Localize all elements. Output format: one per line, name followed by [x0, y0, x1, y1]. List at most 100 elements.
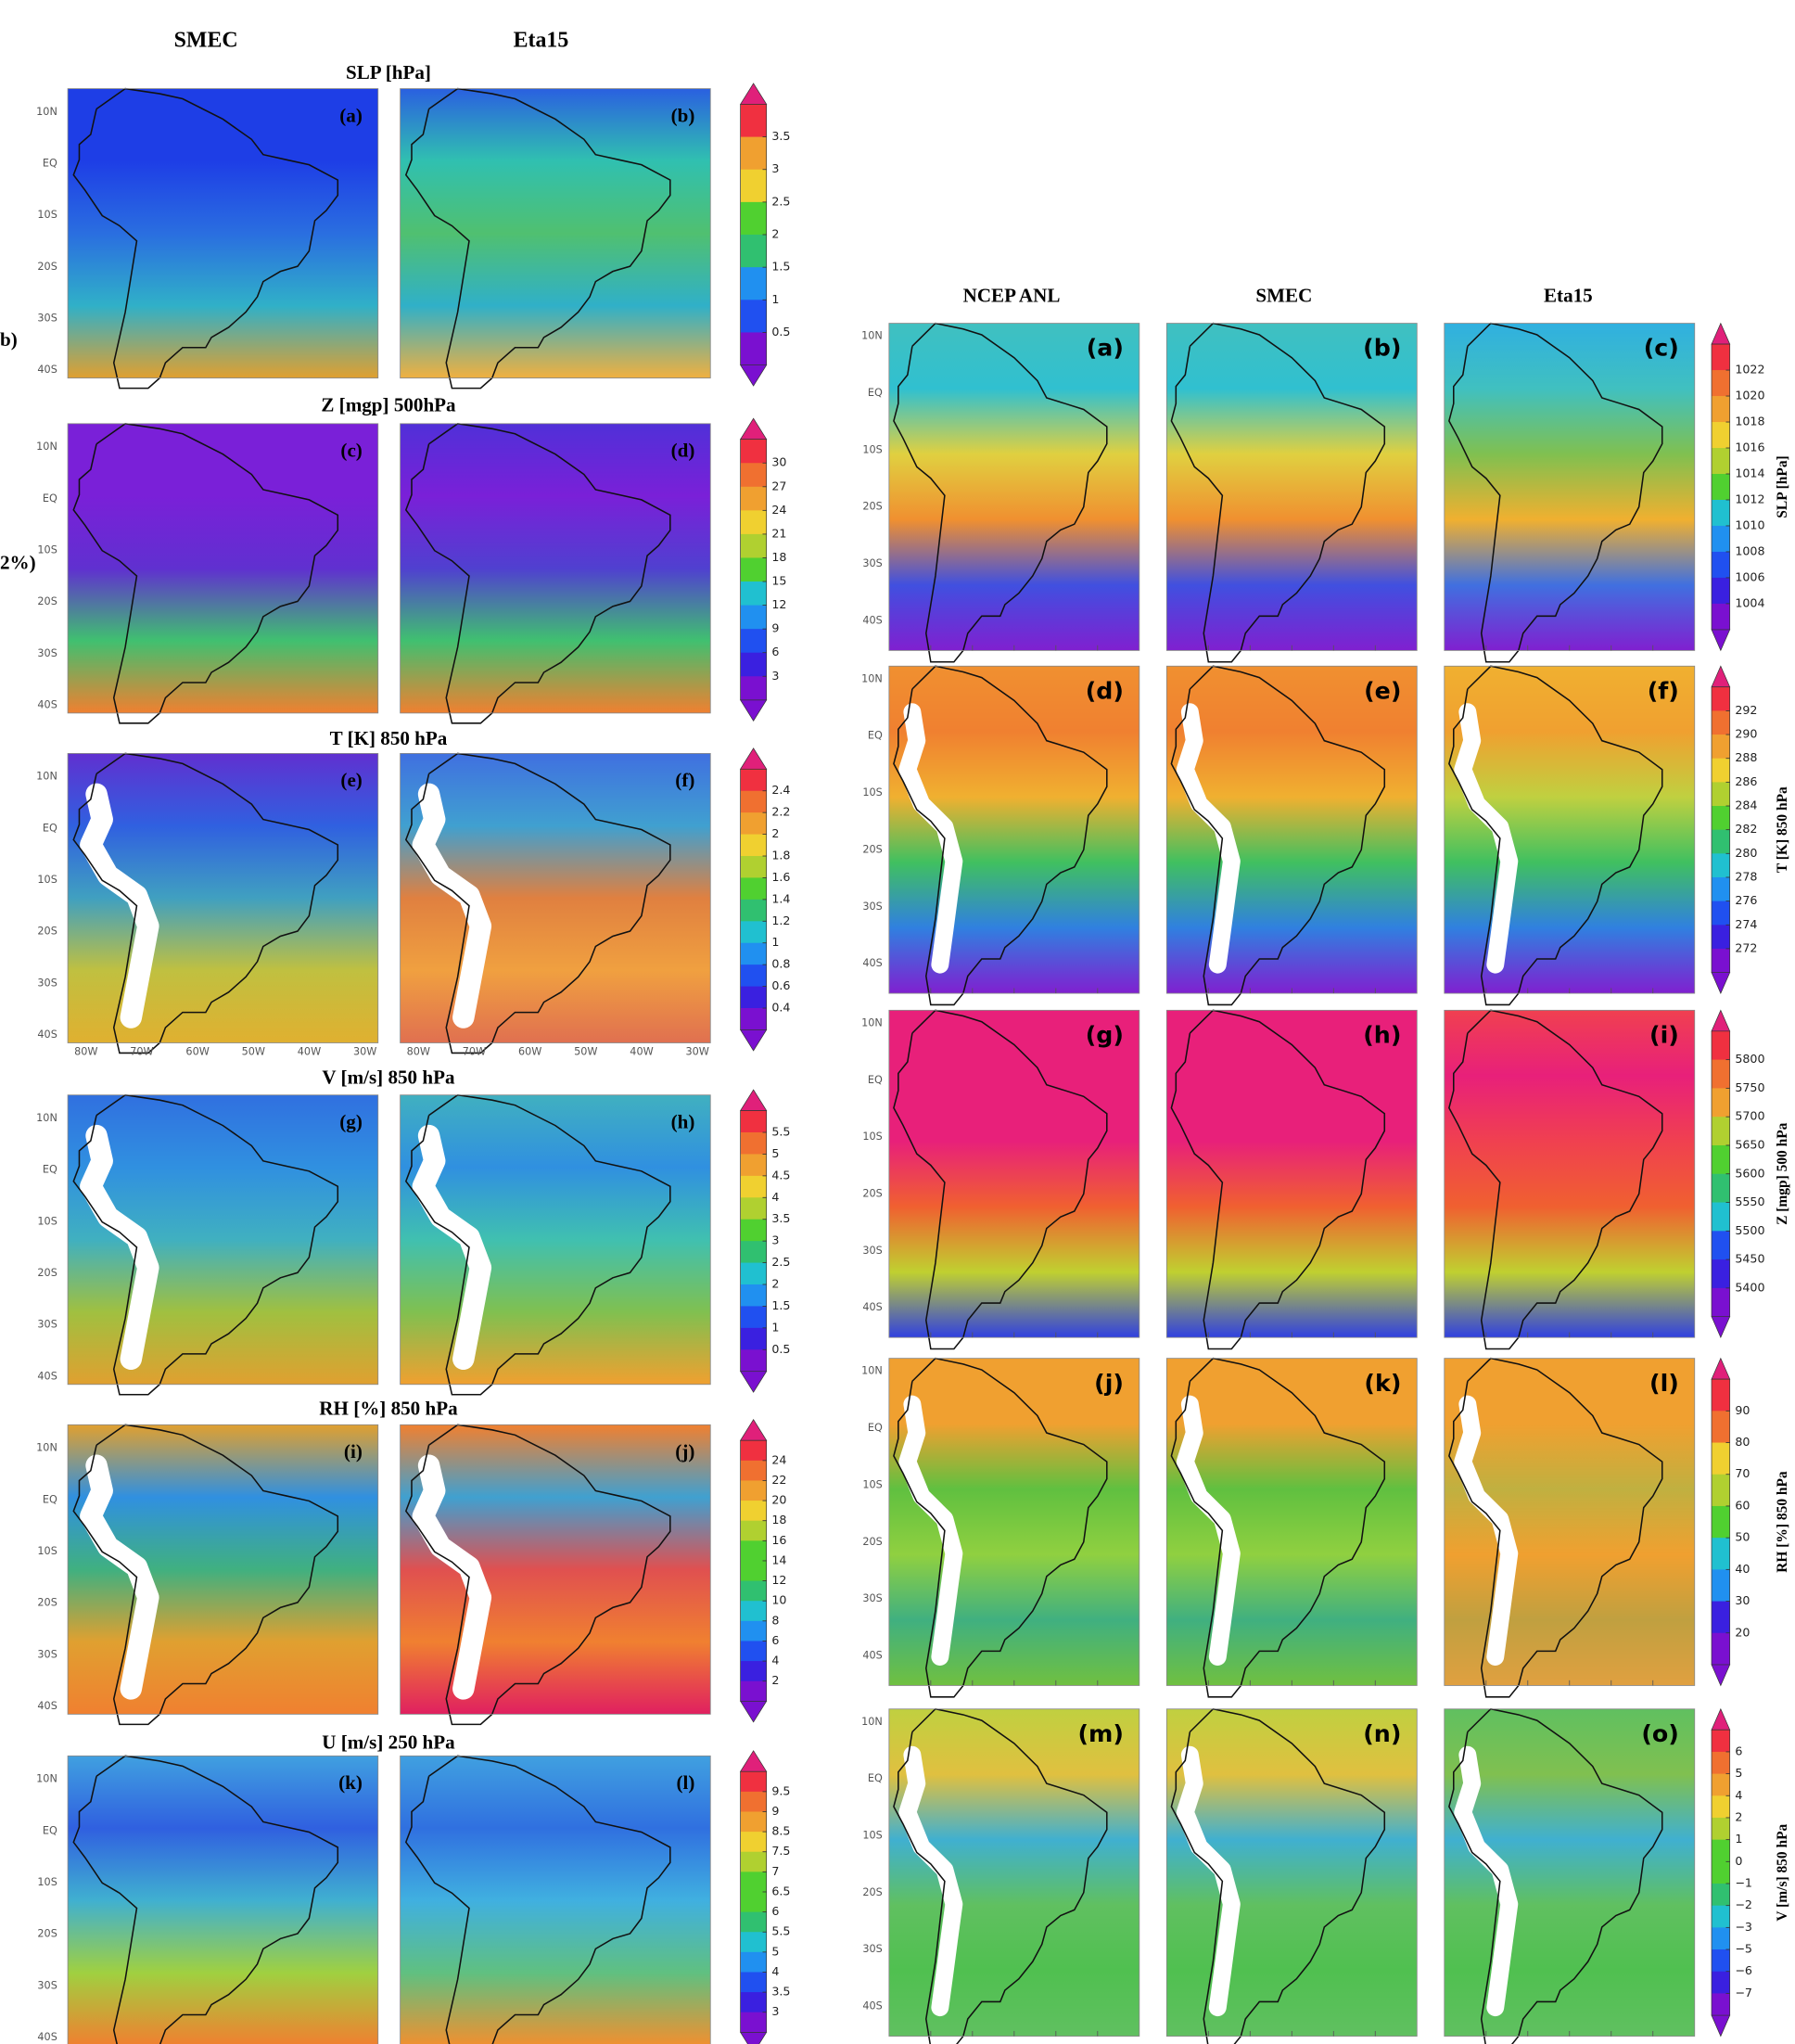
panel-label: (d)	[1086, 677, 1124, 704]
colorbar-tick-label: 12	[771, 1573, 786, 1587]
latitude-label: 40S	[862, 1650, 882, 1662]
latitude-label: 40S	[37, 1028, 57, 1041]
colorbar-tick-label: 1006	[1735, 569, 1764, 583]
colorbar-tick-label: 5600	[1735, 1166, 1764, 1180]
colorbar-segment	[1712, 829, 1730, 854]
colorbar-cap	[1711, 1316, 1731, 1339]
latitude-label: EQ	[43, 1824, 57, 1836]
latitude-label: 30S	[37, 1979, 57, 1991]
map-field	[888, 1358, 1139, 1686]
colorbar-tick-label: 3	[771, 161, 779, 175]
map-field	[1166, 1708, 1418, 2037]
colorbar-cap	[739, 699, 768, 722]
colorbar-segment	[1712, 1287, 1730, 1318]
coastline	[1170, 1009, 1386, 1350]
colorbar-tick-label: 24	[771, 1452, 786, 1466]
map-field	[888, 1708, 1139, 2037]
colorbar-segment	[740, 1540, 767, 1562]
map-mask	[80, 1124, 159, 1371]
latitude-label: 10S	[37, 874, 57, 886]
latitude-label: 20S	[862, 1886, 882, 1898]
colorbar-frame	[740, 1439, 768, 1702]
map-field	[400, 423, 711, 713]
colorbar-segment	[740, 1932, 767, 1953]
colorbar-cap	[739, 747, 768, 770]
latitude-label: EQ	[868, 1422, 883, 1434]
colorbar-cap	[739, 1371, 768, 1393]
colorbar-segment	[1712, 853, 1730, 878]
map-field	[68, 88, 378, 378]
colorbar-tick-label: 9	[771, 1804, 779, 1818]
map-field	[68, 753, 378, 1043]
colorbar-tick-label: 4	[771, 1190, 779, 1204]
map-mask	[80, 1454, 159, 1700]
colorbar-segment	[1712, 1795, 1730, 1819]
colorbar-segment	[740, 1771, 767, 1793]
colorbar-tick-label: 1.6	[771, 870, 790, 884]
colorbar-segment	[1712, 1173, 1730, 1203]
colorbar-tick-label: 5550	[1735, 1194, 1764, 1208]
colorbar-frame	[1711, 1729, 1731, 2016]
colorbar-title: V [m/s] 850 hPa	[1775, 1823, 1790, 1921]
colorbar-tick-label: 20	[1735, 1625, 1750, 1639]
panel-label: (f)	[1648, 677, 1679, 704]
panel-label: (l)	[676, 1771, 694, 1794]
map-mask	[1454, 1395, 1519, 1666]
colorbar-tick-label: 1022	[1735, 363, 1764, 377]
colorbar-title: Z [mgp] 500 hPa	[1775, 1122, 1790, 1225]
coastline	[893, 322, 1108, 663]
colorbar-tick-label: −7	[1735, 1986, 1752, 1999]
colorbar-segment	[1712, 1538, 1730, 1570]
row-title: RH [%] 850 hPa	[319, 1398, 458, 1420]
colorbar-tick-label: 1008	[1735, 543, 1764, 557]
colorbar-cap	[1711, 665, 1731, 688]
colorbar-tick-label: 5	[771, 1944, 779, 1958]
map-field	[888, 323, 1139, 651]
latitude-label: 20S	[37, 926, 57, 938]
colorbar-tick-label: 9.5	[771, 1783, 790, 1797]
map-field	[1444, 1708, 1695, 2037]
colorbar-tick-label: 90	[1735, 1403, 1750, 1417]
colorbar-tick-label: 5	[771, 1146, 779, 1160]
latitude-label: 40S	[862, 2000, 882, 2012]
map-frame	[67, 1094, 379, 1386]
colorbar-tick-label: 18	[771, 550, 786, 564]
colorbar-tick-label: 2	[771, 1673, 779, 1687]
panel-label: (g)	[339, 1110, 363, 1132]
colorbar-tick-label: 12	[771, 597, 786, 611]
longitude-label: 30W	[353, 1045, 376, 1057]
colorbar-tick-label: 0.5	[771, 1342, 790, 1356]
colorbar-segment	[740, 1951, 767, 1973]
colorbar-segment	[740, 856, 767, 878]
latitude-label: 40S	[37, 1700, 57, 1712]
colorbar-tick-label: 80	[1735, 1435, 1750, 1449]
colorbar-tick-label: 2.5	[771, 1255, 790, 1269]
latitude-label: 30S	[37, 647, 57, 659]
colorbar-tick-label: 2.2	[771, 805, 790, 819]
colorbar-segment	[740, 652, 767, 677]
colorbar-tick-label: 70	[1735, 1466, 1750, 1480]
colorbar-tick-label: 6	[771, 645, 779, 658]
colorbar-segment	[740, 463, 767, 488]
colorbar-cap	[739, 1750, 768, 1772]
coastline	[1170, 1707, 1386, 2044]
map-frame	[67, 423, 379, 714]
latitude-label: 20S	[37, 1597, 57, 1609]
colorbar-segment	[740, 267, 767, 300]
colorbar-tick-label: −3	[1735, 1920, 1752, 1934]
colorbar-tick-label: 3	[771, 1233, 779, 1247]
longitude-label: 30W	[685, 1045, 708, 1057]
coastline	[1448, 1009, 1663, 1350]
colorbar-tick-label: 6	[1735, 1744, 1742, 1757]
colorbar-segment	[740, 136, 767, 171]
latitude-label: 40S	[37, 698, 57, 710]
colorbar-frame	[1711, 343, 1731, 631]
colorbar-tick-label: 30	[1735, 1593, 1750, 1607]
colorbar-segment	[1712, 422, 1730, 449]
colorbar-tick-label: 286	[1735, 774, 1757, 788]
latitude-label: 10S	[862, 443, 882, 455]
colorbar-cap	[1711, 972, 1731, 994]
colorbar-tick-label: 4	[1735, 1788, 1742, 1802]
latitude-label: EQ	[868, 387, 883, 399]
map-field	[68, 1756, 378, 2044]
